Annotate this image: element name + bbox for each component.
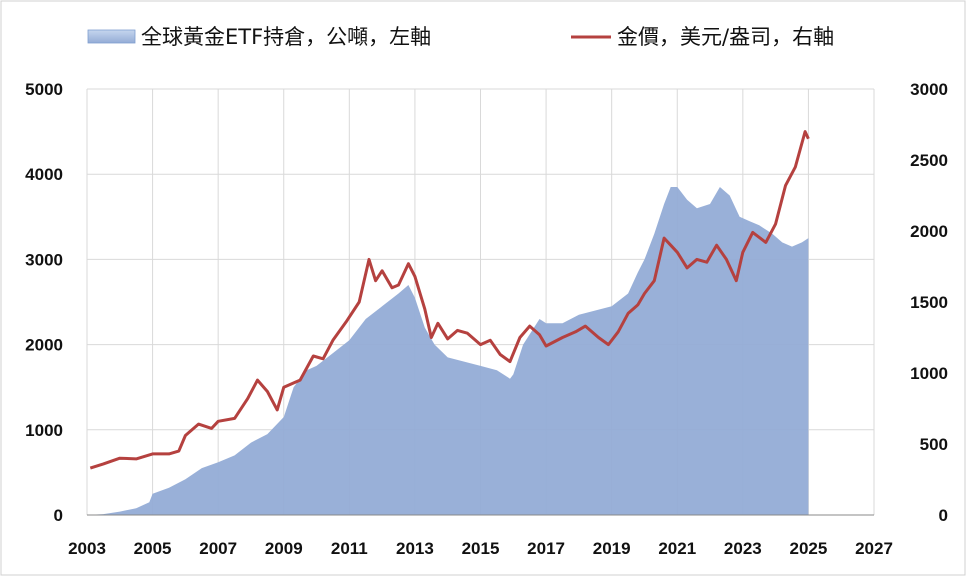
left-tick-label: 1000 xyxy=(25,421,63,440)
gold-price-line xyxy=(89,130,810,470)
etf-area-layer xyxy=(87,187,809,515)
x-tick-label: 2007 xyxy=(199,539,237,558)
x-axis-ticks: 2003 2005 2007 2009 2011 2013 2015 2017 2019 2021… xyxy=(68,539,893,558)
left-tick-label: 4000 xyxy=(25,165,63,184)
right-tick-label: 1500 xyxy=(910,293,948,312)
right-tick-label: 2000 xyxy=(910,222,948,241)
right-tick-label: 0 xyxy=(939,506,948,525)
right-tick-label: 3000 xyxy=(910,80,948,99)
legend-label-gold: 金價，美元/盎司，右軸 xyxy=(617,25,834,49)
left-axis-ticks: 0 1000 2000 3000 4000 5000 xyxy=(25,80,63,525)
left-tick-label: 2000 xyxy=(25,336,63,355)
x-tick-label: 2003 xyxy=(68,539,106,558)
x-tick-label: 2021 xyxy=(658,539,696,558)
x-tick-label: 2015 xyxy=(462,539,500,558)
gold-price-line-layer xyxy=(89,130,810,470)
x-tick-label: 2025 xyxy=(790,539,828,558)
left-tick-label: 0 xyxy=(54,506,63,525)
x-tick-label: 2005 xyxy=(134,539,172,558)
right-tick-label: 1000 xyxy=(910,364,948,383)
right-tick-label: 2500 xyxy=(910,151,948,170)
right-tick-label: 500 xyxy=(920,435,948,454)
left-tick-label: 5000 xyxy=(25,80,63,99)
x-tick-label: 2013 xyxy=(396,539,434,558)
legend-swatch-etf xyxy=(87,29,136,44)
right-axis-ticks: 0 500 1000 1500 2000 2500 3000 xyxy=(910,80,948,525)
x-tick-label: 2027 xyxy=(855,539,893,558)
etf-holdings-area xyxy=(87,187,809,515)
x-tick-label: 2017 xyxy=(527,539,565,558)
legend: 全球黃金ETF持倉，公噸，左軸 金價，美元/盎司，右軸 xyxy=(87,25,834,49)
left-tick-label: 3000 xyxy=(25,250,63,269)
x-tick-label: 2023 xyxy=(724,539,762,558)
x-tick-label: 2011 xyxy=(331,539,368,558)
x-tick-label: 2009 xyxy=(265,539,303,558)
legend-label-etf: 全球黃金ETF持倉，公噸，左軸 xyxy=(141,25,431,49)
x-tick-label: 2019 xyxy=(593,539,631,558)
